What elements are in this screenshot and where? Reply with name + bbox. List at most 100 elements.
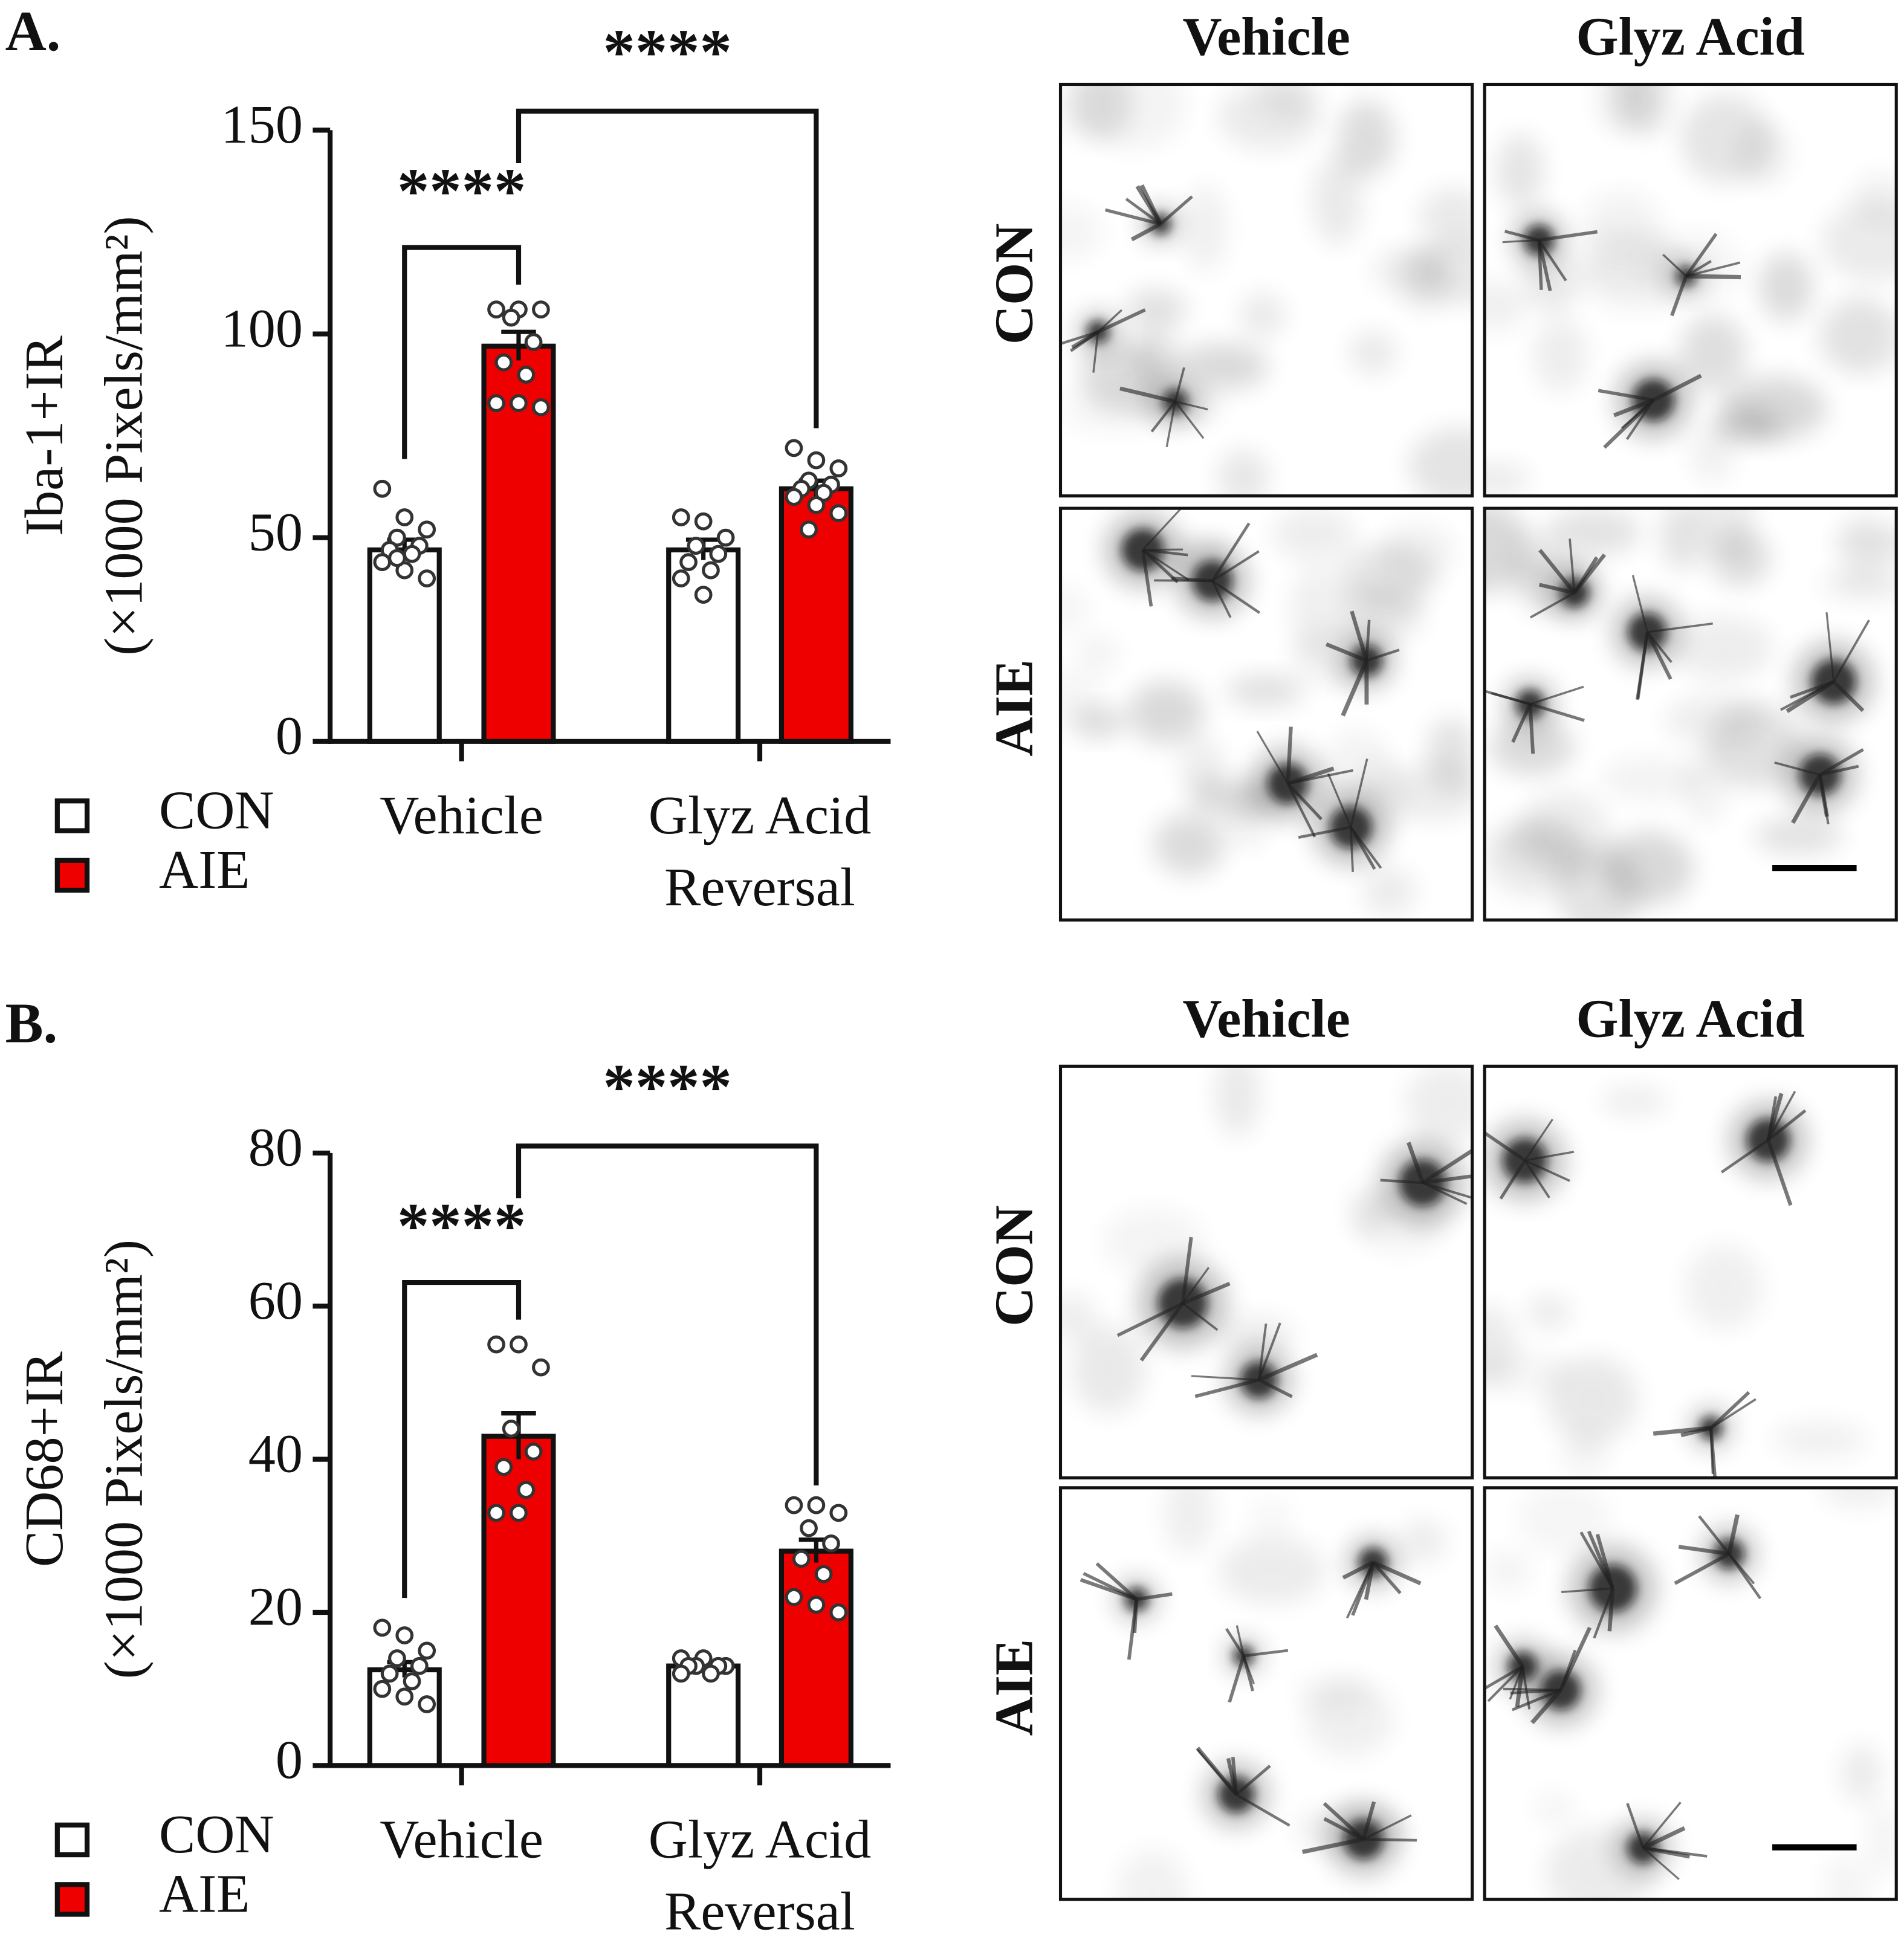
y-tick-label: 50 <box>248 502 303 562</box>
data-point <box>373 1679 392 1698</box>
x-tick-label: Glyz Acid <box>649 785 871 845</box>
haze <box>1685 1244 1763 1330</box>
process <box>1487 1665 1524 1702</box>
haze <box>1754 818 1844 854</box>
process <box>1130 222 1162 242</box>
process <box>1678 1545 1730 1556</box>
process <box>1515 1666 1525 1708</box>
haze <box>1600 1085 1669 1117</box>
haze <box>1555 846 1640 920</box>
process <box>1774 761 1821 776</box>
haze <box>1485 463 1532 496</box>
haze <box>1759 252 1813 322</box>
haze <box>1075 634 1119 673</box>
micrograph-bg <box>1060 1066 1472 1478</box>
haze <box>1272 508 1356 561</box>
process <box>1092 332 1099 373</box>
y-tick-label: 60 <box>248 1270 303 1331</box>
process <box>1165 401 1176 447</box>
process <box>1174 400 1208 410</box>
process <box>1537 239 1552 291</box>
haze <box>1672 615 1774 681</box>
process <box>1786 679 1835 713</box>
data-point <box>373 479 392 498</box>
process <box>1491 692 1530 706</box>
data-point <box>494 353 513 372</box>
haze <box>1338 545 1434 611</box>
data-point <box>829 504 848 523</box>
process <box>1235 1625 1245 1656</box>
haze <box>1689 427 1735 483</box>
process <box>1364 1562 1375 1600</box>
data-point <box>403 545 421 563</box>
significance-bracket <box>402 245 522 459</box>
micrograph <box>1058 1486 1474 1901</box>
process <box>1349 758 1368 828</box>
process <box>1139 1302 1185 1362</box>
micrograph-frame <box>1058 1486 1474 1901</box>
process <box>1530 1689 1562 1724</box>
micrograph-content <box>1060 1066 1472 1478</box>
haze <box>1400 1519 1446 1562</box>
haze <box>1680 94 1771 184</box>
process <box>1538 549 1576 594</box>
process <box>1819 764 1859 777</box>
process <box>1607 1588 1615 1632</box>
haze <box>1533 1792 1576 1825</box>
significance-label: **** <box>603 17 732 88</box>
haze <box>1660 508 1707 570</box>
process <box>1767 1091 1796 1141</box>
data-point <box>410 1656 429 1675</box>
y-axis-label: (×1000 Pixels/mm²) <box>94 1240 154 1679</box>
data-point <box>510 1504 528 1522</box>
haze <box>1289 566 1345 655</box>
y-tick-label: 40 <box>248 1423 303 1484</box>
significance-bracket <box>402 1279 522 1598</box>
process <box>1652 373 1702 402</box>
process <box>1363 1838 1417 1842</box>
process <box>1119 386 1176 404</box>
haze <box>1350 1186 1390 1233</box>
process <box>1422 1181 1472 1200</box>
process <box>1180 1236 1193 1304</box>
haze <box>1215 1066 1260 1137</box>
haze <box>1546 1356 1639 1443</box>
haze <box>1295 1674 1371 1713</box>
haze <box>1338 100 1396 178</box>
process <box>1529 685 1584 705</box>
haze <box>1184 184 1227 273</box>
data-point <box>487 394 505 413</box>
haze <box>1771 1422 1868 1456</box>
data-point <box>418 1641 436 1660</box>
significance-label: **** <box>397 1191 526 1262</box>
process <box>1327 773 1352 828</box>
haze <box>1665 694 1760 746</box>
process <box>1287 769 1353 785</box>
process <box>1825 612 1835 682</box>
process <box>1104 208 1161 226</box>
process <box>1097 309 1122 333</box>
y-tick-label: 0 <box>276 706 303 766</box>
process <box>1301 1837 1364 1854</box>
x-tick-label: Vehicle <box>380 1809 543 1869</box>
process <box>1182 1267 1210 1304</box>
process <box>1365 619 1371 661</box>
haze <box>1063 84 1132 140</box>
data-point <box>694 512 713 531</box>
data-point <box>807 451 826 470</box>
micrograph <box>1058 506 1474 922</box>
process <box>1341 659 1369 717</box>
process <box>1642 1826 1686 1850</box>
column-header: Vehicle <box>1182 6 1350 66</box>
data-point <box>373 553 392 572</box>
legend-label: AIE <box>159 1864 250 1924</box>
haze <box>1176 343 1269 390</box>
process <box>1182 1302 1219 1331</box>
y-tick-label: 80 <box>248 1117 303 1178</box>
micrograph-content <box>1485 1066 1897 1478</box>
micrograph-frame <box>1483 82 1898 498</box>
process <box>1342 1560 1375 1580</box>
haze <box>1485 1305 1517 1386</box>
process <box>1371 1561 1402 1594</box>
haze <box>1249 1499 1294 1540</box>
